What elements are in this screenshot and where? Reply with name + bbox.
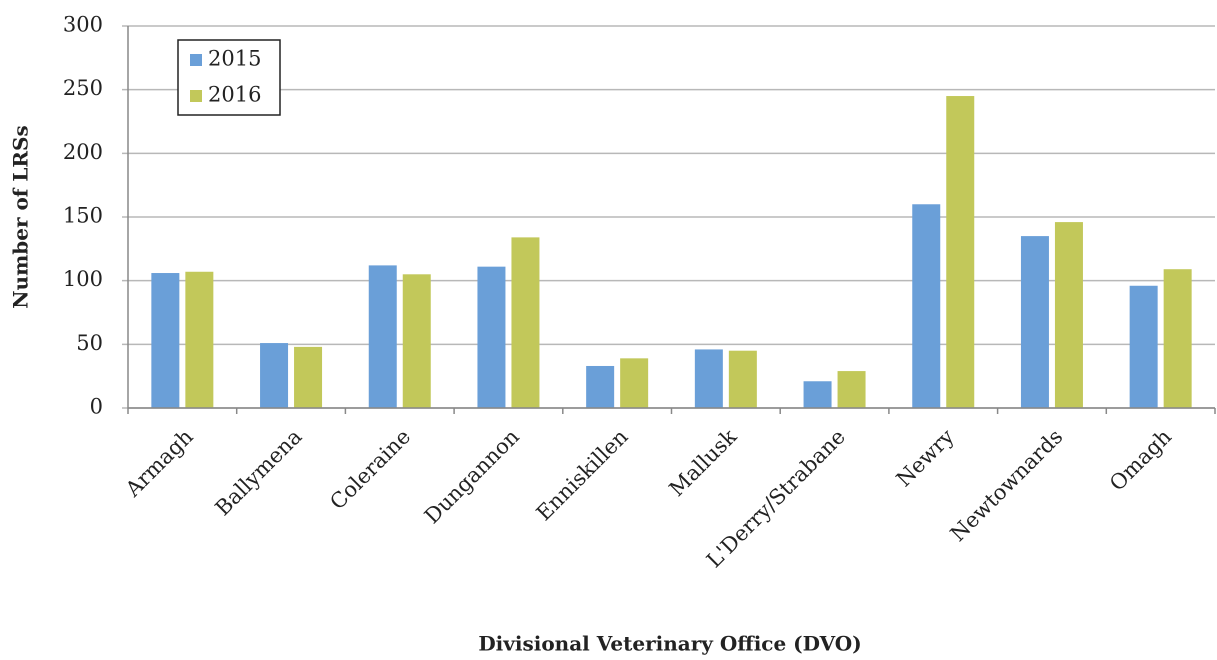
y-tick-label: 50 — [76, 331, 103, 355]
bar — [1020, 236, 1049, 408]
y-tick-label: 300 — [63, 13, 103, 37]
legend-label: 2016 — [208, 83, 261, 107]
bar — [837, 371, 866, 408]
y-tick-label: 100 — [63, 267, 103, 291]
bar — [946, 96, 975, 409]
x-tick-label: Omagh — [1105, 424, 1176, 495]
bar — [260, 343, 289, 408]
legend-label: 2015 — [208, 47, 261, 71]
y-tick-label: 0 — [90, 395, 103, 419]
x-tick-label: Newry — [892, 424, 959, 491]
bar — [1163, 269, 1192, 408]
bar — [1054, 222, 1083, 408]
bar — [803, 381, 832, 408]
bar — [912, 204, 941, 408]
bar — [1129, 285, 1158, 408]
x-tick-label: Ballymena — [211, 424, 307, 520]
bar — [402, 274, 431, 408]
bar — [620, 358, 649, 408]
legend-swatch — [190, 90, 202, 102]
bar — [728, 350, 757, 408]
bar — [694, 349, 723, 408]
y-axis-title: Number of LRSs — [9, 125, 33, 309]
x-axis-title: Divisional Veterinary Office (DVO) — [478, 632, 861, 656]
x-tick-label: Enniskillen — [532, 424, 633, 525]
y-tick-label: 150 — [63, 204, 103, 228]
x-tick-label: Armagh — [120, 424, 198, 502]
y-tick-label: 250 — [63, 76, 103, 100]
bar — [368, 265, 397, 408]
bar — [477, 266, 506, 408]
bar — [586, 365, 615, 408]
x-tick-label: Coleraine — [325, 424, 415, 514]
bar — [185, 271, 214, 408]
legend-swatch — [190, 54, 202, 66]
y-tick-label: 200 — [63, 140, 103, 164]
x-tick-label: Dungannon — [420, 424, 524, 528]
bar — [511, 237, 540, 408]
legend-box — [177, 39, 281, 116]
x-tick-label: Newtownards — [946, 424, 1068, 546]
bar — [151, 273, 180, 408]
bar — [294, 346, 323, 408]
x-tick-label: Mallusk — [665, 424, 742, 501]
